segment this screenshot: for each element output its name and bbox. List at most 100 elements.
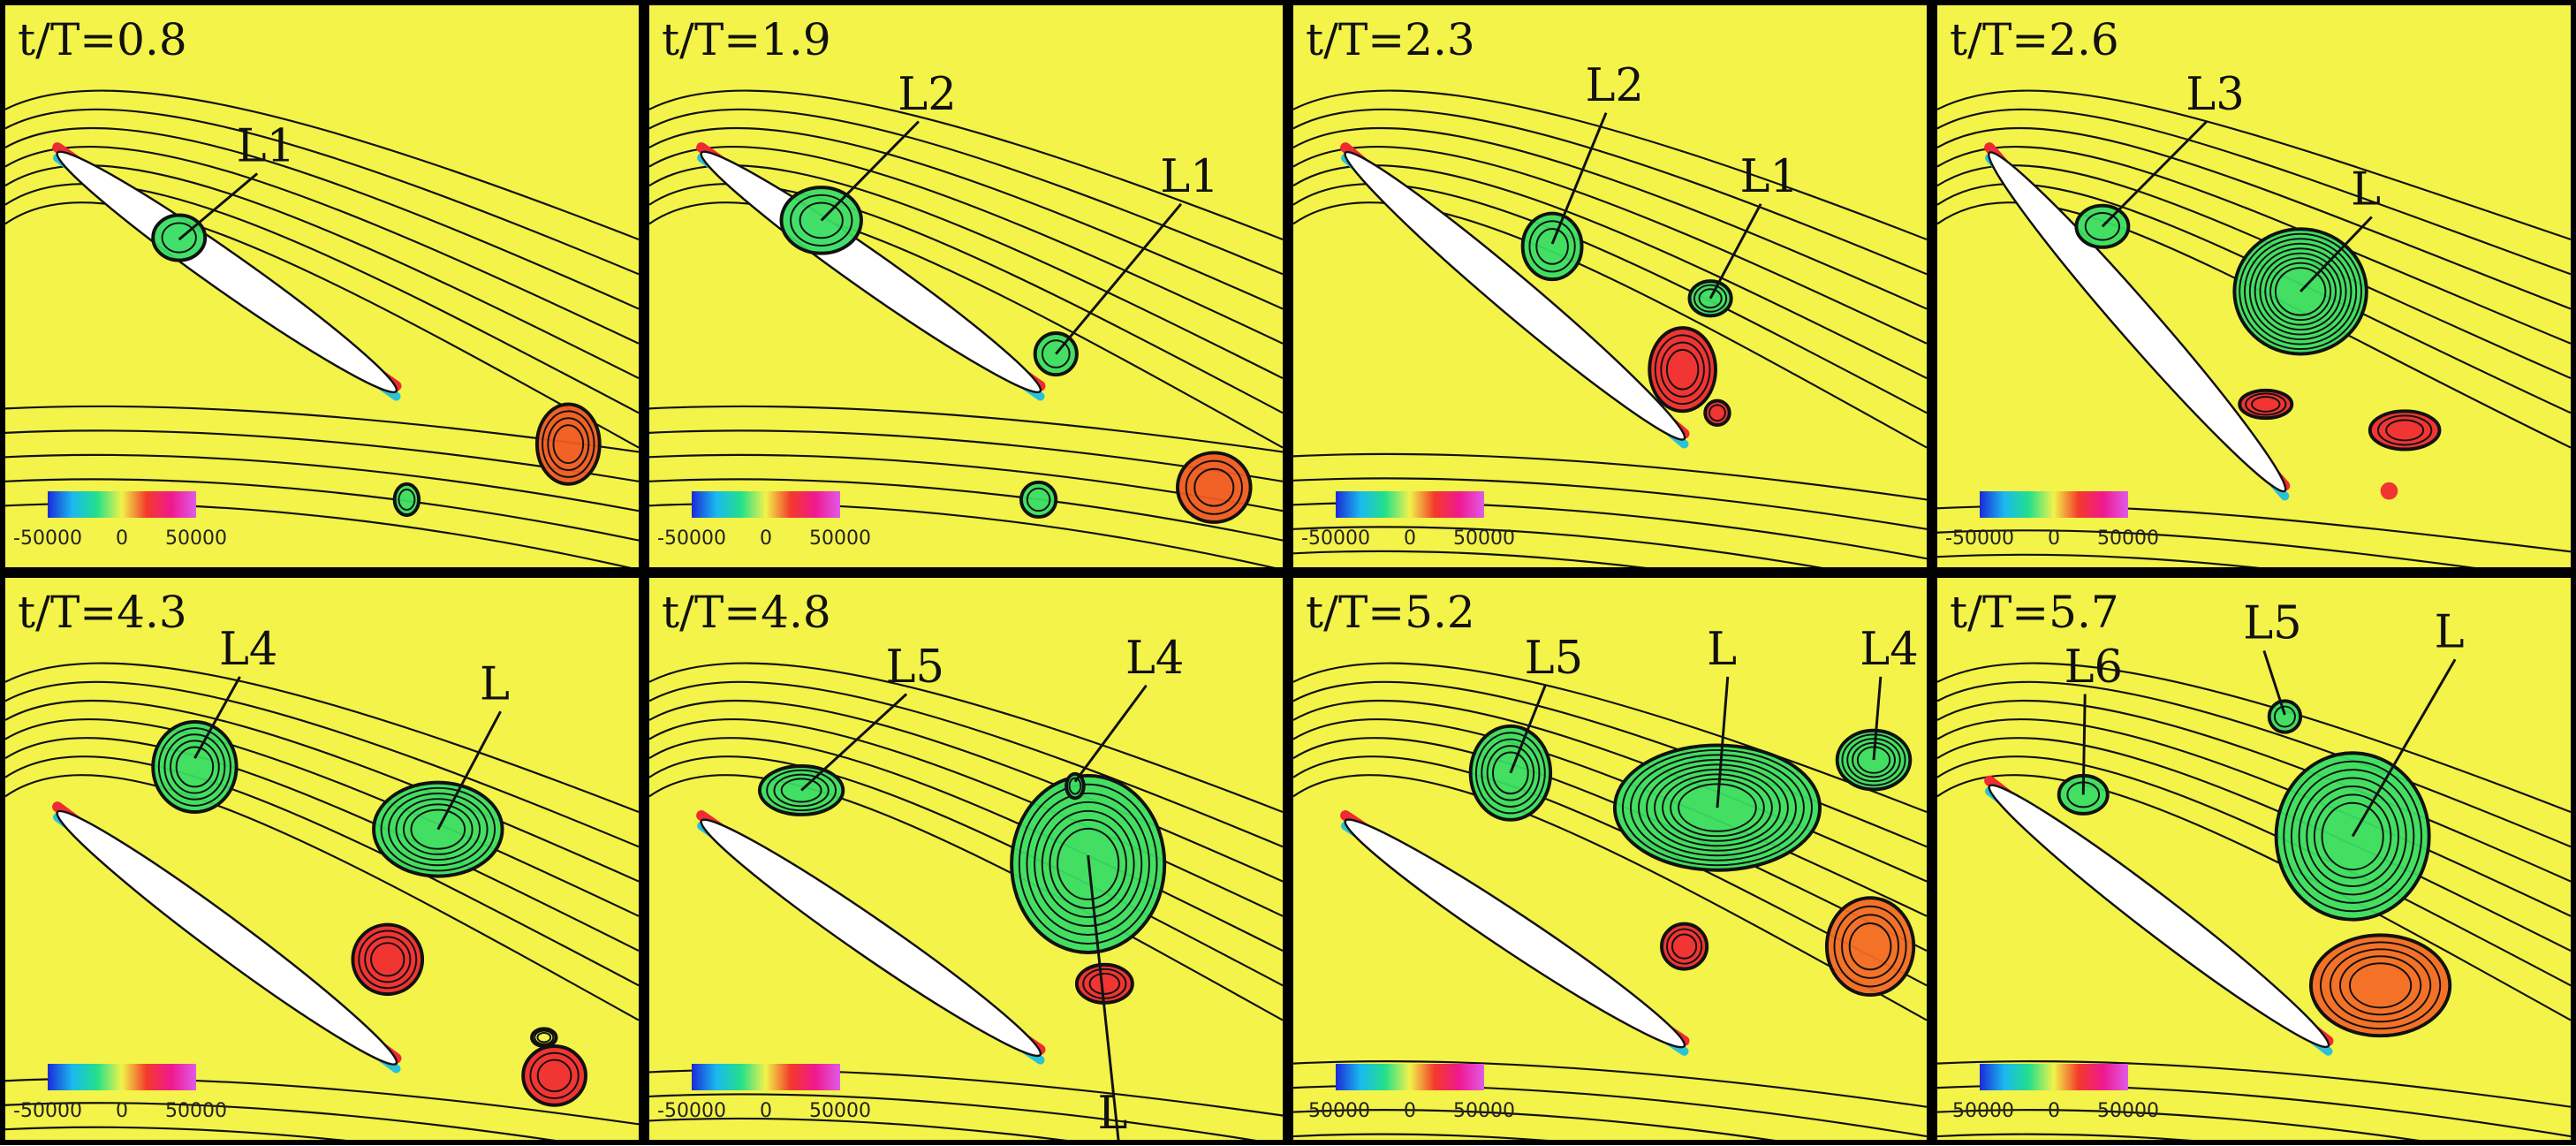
leader-line: [2081, 694, 2087, 795]
vortex: [1824, 896, 1916, 998]
airfoil: [56, 150, 398, 394]
streamline: [5, 1126, 347, 1140]
leader-line: [2101, 120, 2208, 228]
streamline: [1937, 529, 2476, 567]
vortex: [2267, 699, 2303, 734]
vortex: [2274, 751, 2431, 922]
vorticity-field: L5 L4 L: [649, 633, 1283, 1140]
streamline: [1293, 108, 1927, 276]
leader-line: [820, 120, 920, 222]
streamline: [649, 718, 1283, 917]
streamline: [649, 755, 1283, 987]
streamline: [1937, 1060, 2571, 1108]
streamline: [649, 89, 1283, 241]
vortex: [2380, 482, 2398, 500]
colorbar-tick-max: 50000: [1453, 527, 1515, 550]
time-label: t/T=0.8: [18, 14, 187, 65]
streamlines: [5, 662, 639, 1140]
colorbar-tick-min: -50000: [1945, 527, 2014, 550]
colorbar-tick-mid: 0: [1404, 1100, 1416, 1122]
leader-line: [436, 710, 502, 831]
vortex-label: L3: [2186, 69, 2244, 121]
leader-line: [2351, 658, 2457, 838]
vortex: [530, 1027, 558, 1048]
vorticity-field: L4 L: [5, 624, 639, 1140]
streamline: [1293, 1133, 1549, 1140]
vortex: [2308, 933, 2452, 1038]
streamline: [1937, 108, 2571, 276]
airfoil: [1344, 818, 1686, 1049]
vortex-label: L: [1098, 1088, 1128, 1140]
vortex: [351, 922, 425, 997]
airfoil: [700, 150, 1042, 394]
leader-line: [800, 693, 908, 792]
colorbar: [1980, 1064, 2128, 1090]
streamline: [5, 89, 639, 241]
airfoil: [700, 818, 1042, 1058]
streamline: [649, 429, 1283, 482]
flow-panel: L2 L1 t/T=1.9 -50000 0 50000: [644, 0, 1288, 573]
airfoil: [1344, 150, 1686, 441]
streamline: [649, 183, 1283, 414]
streamline: [1937, 755, 2571, 987]
colorbar: [1336, 491, 1484, 518]
streamline: [5, 774, 639, 1021]
streamline: [649, 774, 1283, 1021]
vortex-label: L4: [1860, 624, 1918, 676]
colorbar-tick-min: -50000: [1945, 1100, 2014, 1122]
time-label: t/T=2.3: [1306, 14, 1475, 65]
colorbar-tick-mid: 0: [2048, 1100, 2060, 1122]
leader-line: [1550, 112, 1608, 245]
vorticity-field: L1: [5, 89, 639, 567]
streamline: [1937, 553, 2261, 567]
vortex-label: L5: [886, 641, 944, 694]
vorticity-field: L5 L L4: [1293, 624, 1927, 1140]
colorbar: [48, 1064, 196, 1090]
colorbar-tick-mid: 0: [116, 1100, 128, 1122]
streamline: [1293, 550, 1648, 567]
vortex-label: L: [1707, 624, 1737, 676]
streamline: [1293, 662, 1927, 814]
leader-line: [1872, 676, 1883, 761]
colorbar-tick-min: -50000: [657, 527, 726, 550]
vortex: [151, 213, 208, 262]
streamline: [1293, 526, 1823, 567]
leader-line: [1509, 685, 1547, 774]
vorticity-field: L3 L: [1937, 69, 2571, 567]
vortex-label: L2: [898, 69, 956, 121]
streamline: [1937, 680, 2571, 848]
time-label: t/T=2.6: [1950, 14, 2119, 65]
colorbar-tick-min: -50000: [13, 1100, 82, 1122]
streamline: [1293, 201, 1927, 449]
vortex: [1612, 743, 1822, 872]
streamline: [1293, 452, 1927, 501]
streamline: [1937, 1133, 2193, 1140]
vortex-label: L1: [1160, 151, 1218, 203]
streamline: [5, 108, 639, 276]
vortex: [2074, 203, 2131, 249]
vortex: [392, 482, 421, 518]
flow-panel: L2 L1 t/T=2.3 -50000 0 50000: [1288, 0, 1932, 573]
vorticity-field: L6 L5 L: [1937, 598, 2571, 1140]
airfoil: [56, 809, 398, 1066]
streamline: [5, 183, 639, 414]
streamline: [1937, 1109, 2420, 1140]
streamlines: [1937, 662, 2571, 1140]
colorbar-tick-max: 50000: [809, 1100, 871, 1122]
streamline: [1937, 737, 2571, 952]
vortex: [534, 402, 602, 486]
time-label: t/T=5.2: [1306, 587, 1475, 638]
colorbar-tick-mid: 0: [116, 527, 128, 550]
streamline: [1937, 700, 2571, 883]
airfoil: [1987, 151, 2287, 493]
streamline: [5, 201, 639, 449]
colorbar: [1980, 491, 2128, 518]
streamline: [5, 429, 639, 482]
leader-line: [2262, 649, 2286, 716]
colorbar: [48, 491, 196, 518]
vorticity-field: L2 L1: [649, 69, 1283, 567]
colorbar: [692, 491, 840, 518]
streamline: [1293, 680, 1927, 848]
